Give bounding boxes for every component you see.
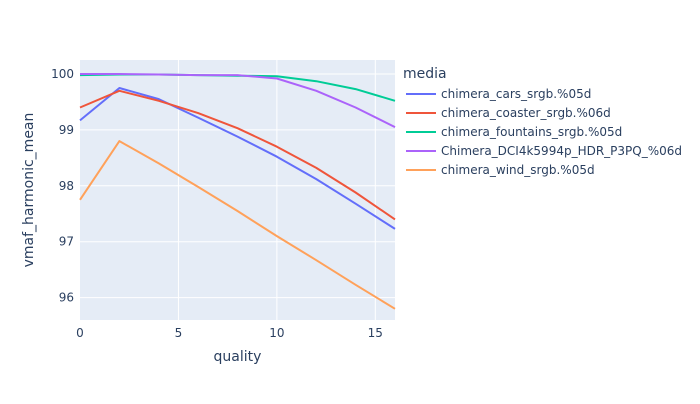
y-axis-label: vmaf_harmonic_mean	[21, 113, 37, 268]
legend: chimera_cars_srgb.%05d chimera_coaster_sr…	[406, 87, 682, 177]
legend-label-1[interactable]: chimera_coaster_srgb.%06d	[441, 106, 611, 120]
series-line-3	[80, 73, 396, 128]
y-tick-label: 97	[59, 235, 74, 249]
legend-label-0[interactable]: chimera_cars_srgb.%05d	[441, 87, 591, 101]
x-tick-label: 15	[368, 326, 383, 340]
x-axis-ticks: 0 5 10 15	[76, 326, 383, 340]
legend-label-3[interactable]: Chimera_DCI4k5994p_HDR_P3PQ_%06d	[441, 144, 682, 158]
y-tick-label: 96	[59, 291, 74, 305]
y-tick-label: 99	[59, 123, 74, 137]
x-axis-label: quality	[214, 349, 262, 365]
x-tick-label: 5	[175, 326, 183, 340]
y-tick-label: 98	[59, 179, 74, 193]
series-layer	[79, 73, 396, 310]
legend-label-4[interactable]: chimera_wind_srgb.%05d	[441, 163, 595, 177]
y-tick-label: 100	[51, 67, 74, 81]
x-tick-label: 10	[269, 326, 284, 340]
series-line-0	[79, 87, 396, 230]
legend-label-2[interactable]: chimera_fountains_srgb.%05d	[441, 125, 622, 139]
x-tick-label: 0	[76, 326, 84, 340]
series-line-4	[79, 140, 396, 310]
legend-title: media	[403, 66, 447, 82]
y-axis-ticks: 96 97 98 99 100	[51, 67, 74, 305]
series-line-1	[79, 89, 396, 221]
